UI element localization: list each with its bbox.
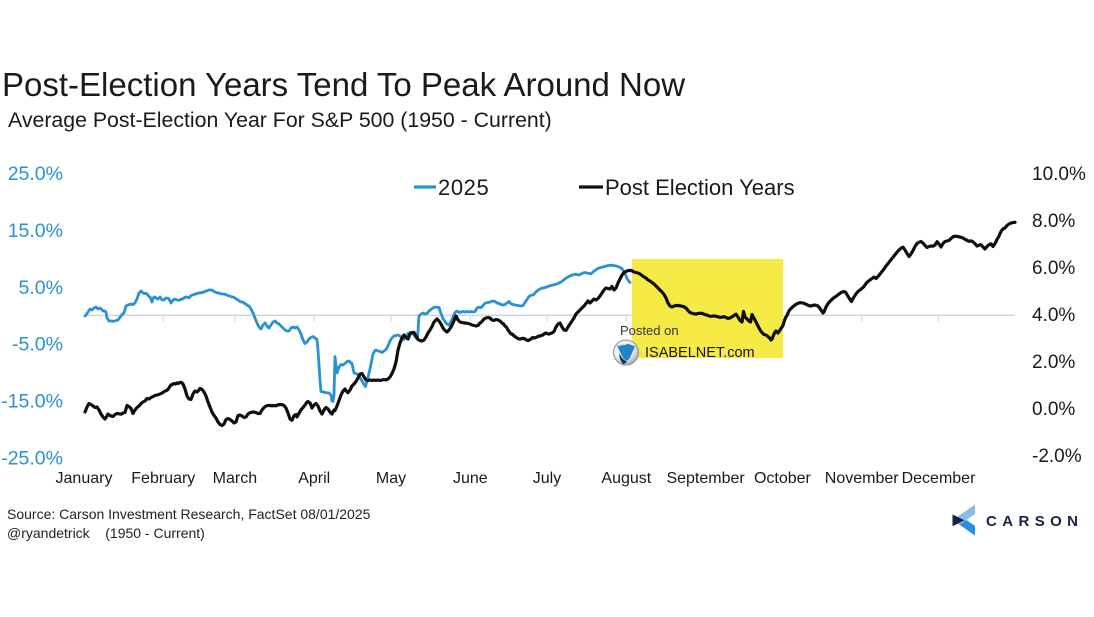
svg-text:December: December <box>902 470 976 487</box>
svg-text:5.0%: 5.0% <box>19 277 63 299</box>
svg-text:4.0%: 4.0% <box>1032 305 1075 326</box>
svg-text:Post-Election Years Tend To Pe: Post-Election Years Tend To Peak Around … <box>2 66 685 103</box>
svg-text:Post Election Years: Post Election Years <box>605 175 795 200</box>
svg-text:-15.0%: -15.0% <box>1 391 63 413</box>
svg-text:15.0%: 15.0% <box>8 220 63 242</box>
svg-text:2.0%: 2.0% <box>1032 352 1075 373</box>
svg-text:@ryandetrick (1950 - Curren: @ryandetrick (1950 - Current) <box>7 525 205 541</box>
svg-text:-2.0%: -2.0% <box>1032 446 1082 467</box>
svg-text:November: November <box>825 470 899 487</box>
svg-text:10.0%: 10.0% <box>1032 164 1086 185</box>
svg-text:February: February <box>131 470 195 487</box>
svg-text:October: October <box>754 470 812 487</box>
svg-text:April: April <box>298 470 330 487</box>
svg-text:0.0%: 0.0% <box>1032 399 1075 420</box>
svg-text:25.0%: 25.0% <box>8 163 63 185</box>
svg-text:May: May <box>376 470 406 487</box>
svg-text:Source: Carson Investment Rese: Source: Carson Investment Research, Fact… <box>7 506 371 522</box>
svg-text:8.0%: 8.0% <box>1032 211 1075 232</box>
svg-text:-25.0%: -25.0% <box>1 448 63 470</box>
svg-text:August: August <box>601 470 651 487</box>
svg-text:Posted on: Posted on <box>620 323 679 338</box>
svg-text:6.0%: 6.0% <box>1032 258 1075 279</box>
svg-text:March: March <box>213 470 257 487</box>
svg-text:-5.0%: -5.0% <box>12 334 63 356</box>
svg-text:Average Post-Election Year For: Average Post-Election Year For S&P 500 (… <box>8 108 552 132</box>
svg-text:CARSON: CARSON <box>986 513 1083 530</box>
svg-text:January: January <box>56 470 113 487</box>
svg-text:June: June <box>453 470 488 487</box>
svg-text:2025: 2025 <box>438 175 489 200</box>
svg-text:September: September <box>666 470 745 487</box>
svg-text:ISABELNET.com: ISABELNET.com <box>645 345 755 361</box>
svg-text:July: July <box>533 470 561 487</box>
